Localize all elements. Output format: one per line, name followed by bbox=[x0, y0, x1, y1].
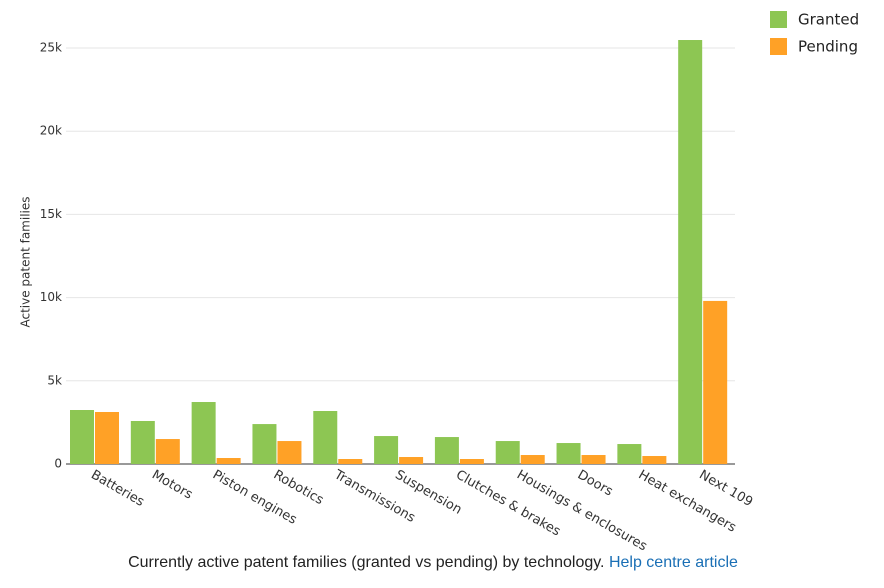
legend-swatch bbox=[770, 11, 787, 28]
caption: Currently active patent families (grante… bbox=[0, 554, 866, 572]
bar bbox=[130, 420, 155, 464]
legend-swatch bbox=[770, 38, 787, 55]
bar bbox=[495, 441, 520, 464]
y-axis-label: Active patent families bbox=[19, 196, 33, 327]
bar bbox=[434, 437, 459, 464]
bar bbox=[277, 441, 302, 464]
bar bbox=[155, 439, 180, 464]
bar bbox=[95, 412, 119, 464]
y-tick-label: 5k bbox=[47, 373, 62, 387]
bar bbox=[617, 444, 642, 464]
bar bbox=[399, 457, 424, 464]
bar bbox=[374, 436, 399, 464]
legend-label: Granted bbox=[798, 11, 859, 29]
bar bbox=[216, 458, 241, 464]
bar bbox=[556, 443, 581, 464]
bar bbox=[313, 411, 338, 464]
bar bbox=[459, 459, 484, 464]
x-tick-label: Motors bbox=[149, 468, 195, 503]
bar bbox=[338, 459, 363, 464]
x-tick-label: Batteries bbox=[88, 468, 147, 511]
y-tick-label: 15k bbox=[40, 207, 62, 221]
bar bbox=[70, 410, 94, 464]
bar bbox=[191, 402, 216, 464]
legend-label: Pending bbox=[798, 38, 858, 56]
bar bbox=[581, 455, 606, 464]
caption-text: Currently active patent families (grante… bbox=[128, 554, 605, 571]
bar bbox=[703, 300, 728, 464]
bar bbox=[520, 455, 545, 464]
y-tick-label: 10k bbox=[40, 290, 62, 304]
y-tick-label: 20k bbox=[40, 124, 62, 138]
bar bbox=[252, 424, 277, 464]
help-link[interactable]: Help centre article bbox=[608, 554, 738, 571]
x-tick-label: Doors bbox=[575, 468, 616, 500]
y-tick-label: 0 bbox=[54, 457, 62, 471]
bar bbox=[678, 40, 703, 465]
y-tick-label: 25k bbox=[40, 41, 62, 55]
bar bbox=[642, 456, 667, 464]
chart: Active patent families 0 5k 10k 15k 20k 25k Ba… bbox=[19, 11, 860, 551]
x-tick-label: Clutches & brakes bbox=[453, 468, 563, 540]
